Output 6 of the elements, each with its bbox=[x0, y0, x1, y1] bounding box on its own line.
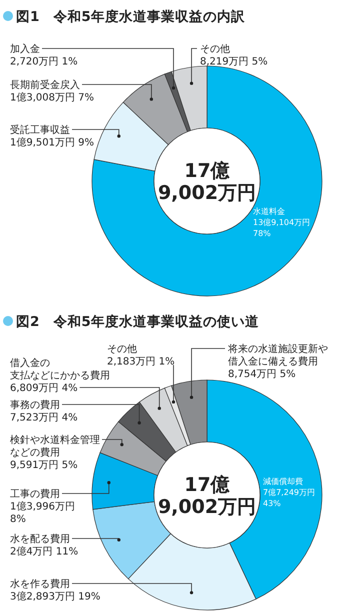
text: 17億 bbox=[184, 160, 231, 182]
text: 17億 bbox=[184, 474, 231, 496]
text: 9,002万円 bbox=[158, 496, 256, 518]
chart-title: 図1 令和5年度水道事業収益の内訳 bbox=[16, 8, 246, 25]
chart-title: 図2 令和5年度水道事業収益の使い道 bbox=[16, 313, 260, 330]
text: 9,002万円 bbox=[158, 182, 256, 204]
